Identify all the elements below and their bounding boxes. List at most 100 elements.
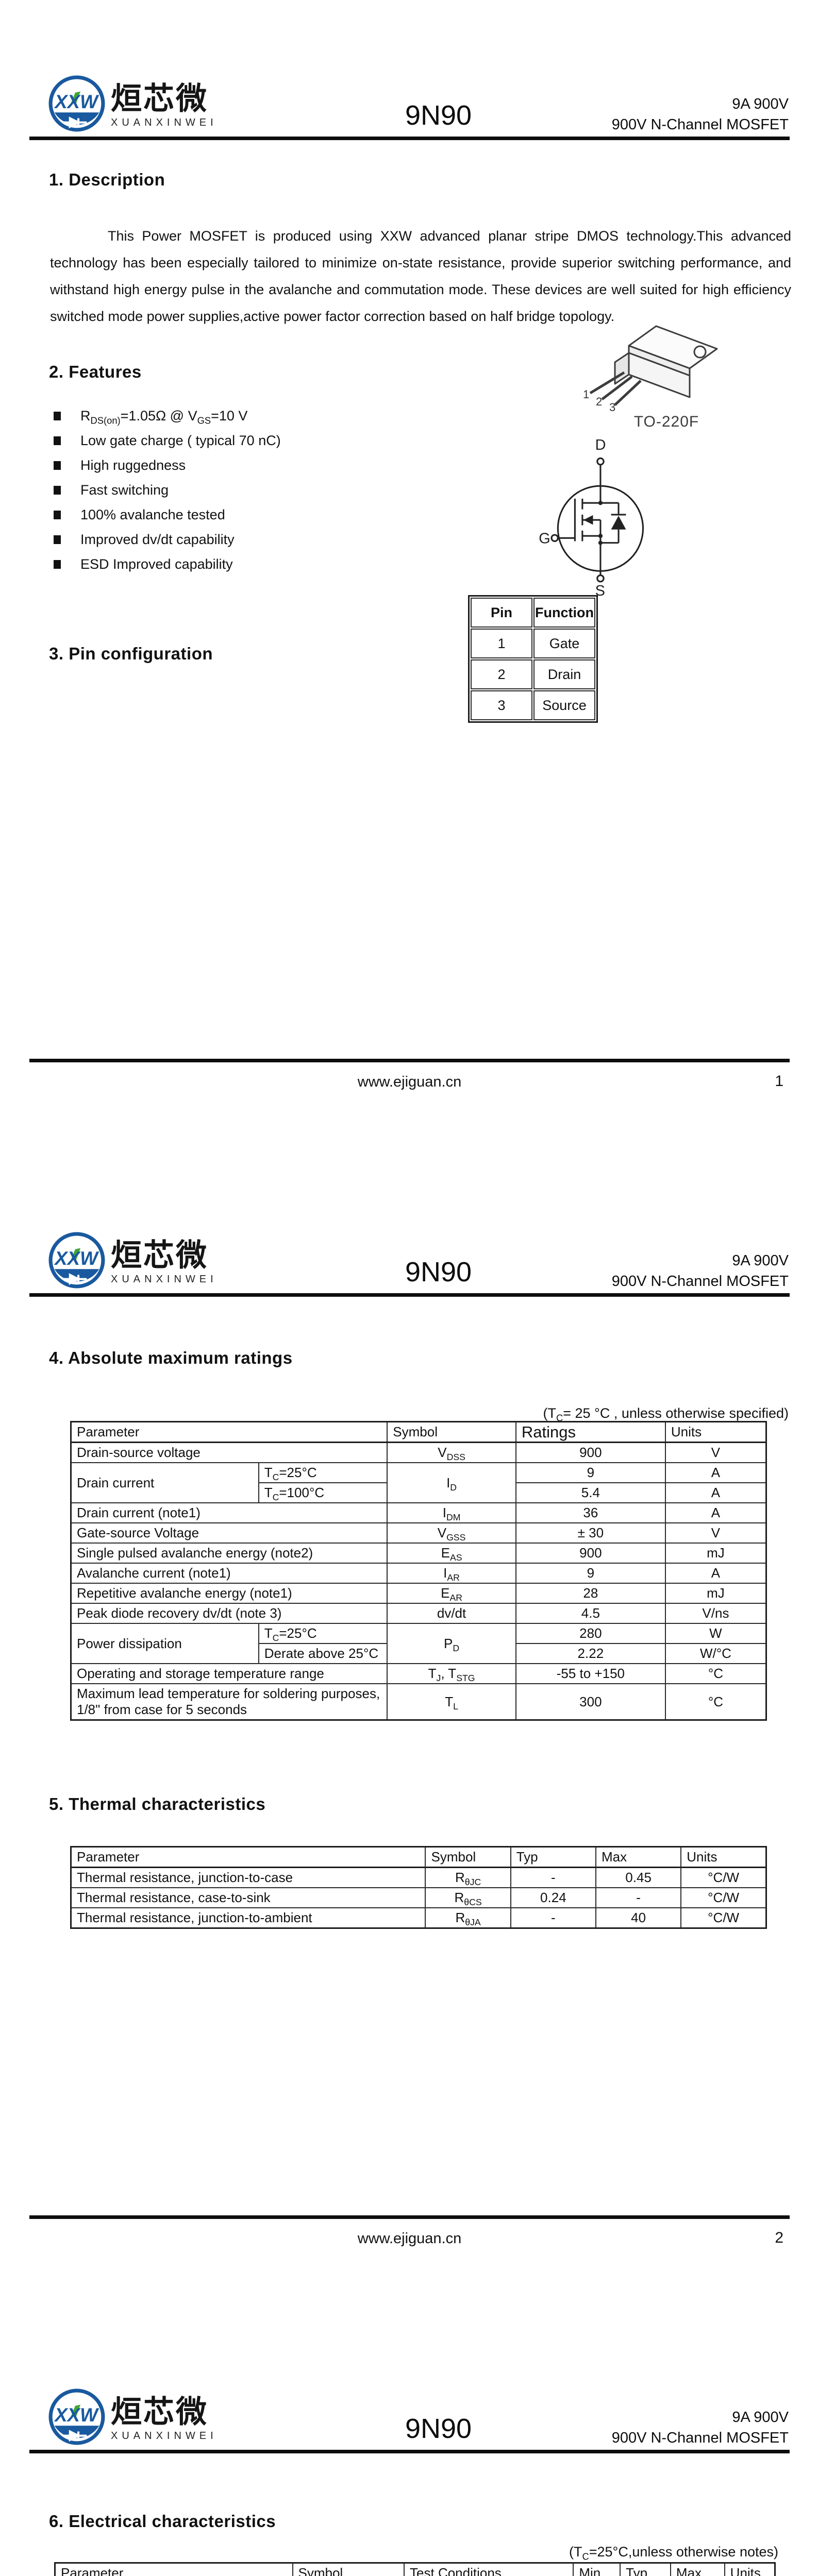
table-cell: Derate above 25°C — [258, 1643, 388, 1664]
table-cell: W/°C — [664, 1643, 767, 1664]
table-row: TC=100°C 5.4 A — [71, 1482, 767, 1503]
table-row: Parameter Symbol Ratings Units — [70, 1421, 767, 1443]
table-row: Thermal resistance, junction-to-ambient R… — [70, 1907, 767, 1929]
svg-text:XXW: XXW — [54, 1248, 99, 1269]
section-title-pin-configuration: 3. Pin configuration — [49, 644, 213, 663]
table-cell: 0.45 — [595, 1867, 682, 1888]
thermal-characteristics-table: Parameter Symbol Typ Max Units Thermal resist… — [70, 1846, 767, 1929]
table-cell: VGSS — [387, 1522, 516, 1544]
table-cell: Thermal resistance, junction-to-ambient — [70, 1907, 426, 1929]
table-cell: Single pulsed avalanche energy (note2) — [70, 1543, 388, 1564]
table-cell: °C/W — [680, 1867, 767, 1888]
table-cell: 300 — [515, 1683, 666, 1721]
table-cell: °C — [664, 1663, 767, 1684]
subtitle-line: 900V N-Channel MOSFET — [611, 116, 789, 133]
table-cell: 1 — [471, 629, 532, 658]
section-title-description: 1. Description — [49, 170, 165, 189]
table-row: Gate-source Voltage VGSS ± 30 V — [70, 1522, 767, 1544]
svg-text:S: S — [595, 583, 605, 599]
table-cell: Parameter — [70, 1421, 388, 1443]
table-cell: Units — [664, 1421, 767, 1443]
table-cell: Ratings — [515, 1421, 666, 1443]
table-cell: TC=25°C — [258, 1623, 388, 1644]
rating-line: 9A 900V — [732, 1252, 789, 1269]
page-footer: www.ejiguan.cn 1 — [29, 1059, 790, 1090]
device-rating: 9A 900V 900V N-Channel MOSFET — [612, 1250, 789, 1292]
table-row: Pin Function — [471, 598, 595, 628]
table-cell: 0.24 — [510, 1887, 596, 1908]
xxw-logo-icon: XXW — [48, 75, 105, 132]
device-rating: 9A 900V 900V N-Channel MOSFET — [612, 94, 789, 135]
table-cell: TC=25°C — [258, 1462, 388, 1483]
table-cell: 36 — [515, 1502, 666, 1523]
table-cell: Pin — [471, 598, 532, 628]
section-title-features: 2. Features — [49, 362, 142, 381]
table-cell: TL — [387, 1683, 516, 1721]
rating-line: 9A 900V — [732, 96, 789, 112]
table-cell: 5.4 — [515, 1482, 666, 1503]
page-number: 2 — [775, 2229, 783, 2246]
table-cell: Avalanche current (note1) — [70, 1563, 388, 1584]
table-row: Thermal resistance, case-to-sink RθCS 0.24… — [70, 1887, 767, 1908]
table-cell: EAR — [387, 1583, 516, 1604]
table-cell: Max — [595, 1846, 682, 1868]
page-header: XXW 烜芯微 XUANXINWEI 9N90 9A 900V 900V N-C… — [29, 2313, 790, 2453]
table-cell: 9 — [515, 1563, 666, 1584]
table-cell: Peak diode recovery dv/dt (note 3) — [70, 1603, 388, 1624]
table-cell: Symbol — [292, 2562, 405, 2576]
brand-name-cn: 烜芯微 — [111, 81, 208, 116]
xxw-logo-icon: XXW — [48, 2388, 105, 2445]
table-cell: Symbol — [425, 1846, 511, 1868]
table-row: Thermal resistance, junction-to-case RθJC… — [70, 1867, 767, 1888]
svg-text:1: 1 — [583, 388, 589, 401]
table-cell: Max — [670, 2562, 725, 2576]
table-cell: EAS — [387, 1543, 516, 1564]
table-cell: ± 30 — [515, 1522, 666, 1544]
table-cell: mJ — [664, 1583, 767, 1604]
brand-name-en: XUANXINWEI — [111, 1274, 218, 1285]
table-row: Derate above 25°C 2.22 W/°C — [71, 1643, 767, 1664]
mosfet-symbol-figure: D G S — [537, 434, 666, 601]
table-cell: Test Conditions — [404, 2562, 574, 2576]
brand-logo: XXW 烜芯微 XUANXINWEI — [48, 1231, 218, 1289]
table-row: Drain current (note1) IDM 36 A — [70, 1502, 767, 1523]
package-figure: 1 2 3 TO-220F — [571, 322, 762, 431]
part-number: 9N90 — [405, 2413, 472, 2444]
page-number: 1 — [775, 1073, 783, 1090]
brand-logo: XXW 烜芯微 XUANXINWEI — [48, 2388, 218, 2446]
page-2: XXW 烜芯微 XUANXINWEI 9N90 9A 900V 900V N-C… — [0, 1157, 818, 2313]
table-cell: 28 — [515, 1583, 666, 1604]
table-row: Power dissipation TC=25°C PD 280 W — [70, 1623, 767, 1664]
table-row: Operating and storage temperature range T… — [70, 1663, 767, 1684]
list-item: Fast switching — [52, 483, 505, 497]
table-cell: 280 — [515, 1623, 666, 1644]
table-cell: Source — [533, 690, 595, 720]
svg-text:G: G — [539, 531, 550, 547]
table-row: Drain current TC=25°C ID 9 A — [70, 1462, 767, 1503]
table-cell: 900 — [515, 1543, 666, 1564]
page-3: XXW 烜芯微 XUANXINWEI 9N90 9A 900V 900V N-C… — [0, 2313, 818, 2576]
footer-url: www.ejiguan.cn — [357, 2230, 462, 2247]
table-cell: °C — [664, 1683, 767, 1721]
page-header: XXW 烜芯微 XUANXINWEI 9N90 9A 900V 900V N-C… — [29, 0, 790, 140]
part-number: 9N90 — [405, 100, 472, 131]
table-cell: Min — [573, 2562, 621, 2576]
table-cell: Function — [533, 598, 595, 628]
table-cell: TC=100°C — [258, 1482, 388, 1503]
table-cell: Typ — [620, 2562, 671, 2576]
electrical-characteristics-table: Parameter Symbol Test Conditions Min Typ Max U… — [54, 2562, 776, 2576]
table-cell: Gate-source Voltage — [70, 1522, 388, 1544]
table-cell: Drain — [533, 659, 595, 689]
table-cell: Drain current (note1) — [70, 1502, 388, 1523]
svg-text:XXW: XXW — [54, 2404, 99, 2426]
brand-name-cn: 烜芯微 — [111, 1238, 208, 1273]
subtitle-line: 900V N-Channel MOSFET — [611, 2430, 789, 2446]
table-cell: Units — [724, 2562, 776, 2576]
table-cell: 4.5 — [515, 1603, 666, 1624]
table-row: Avalanche current (note1) IAR 9 A — [70, 1563, 767, 1584]
rating-line: 9A 900V — [732, 2409, 789, 2426]
table-cell: Repetitive avalanche energy (note1) — [70, 1583, 388, 1604]
table-cell: V — [664, 1442, 767, 1463]
table-cell: ID — [387, 1462, 516, 1503]
table-row: Parameter Symbol Typ Max Units — [70, 1846, 767, 1868]
